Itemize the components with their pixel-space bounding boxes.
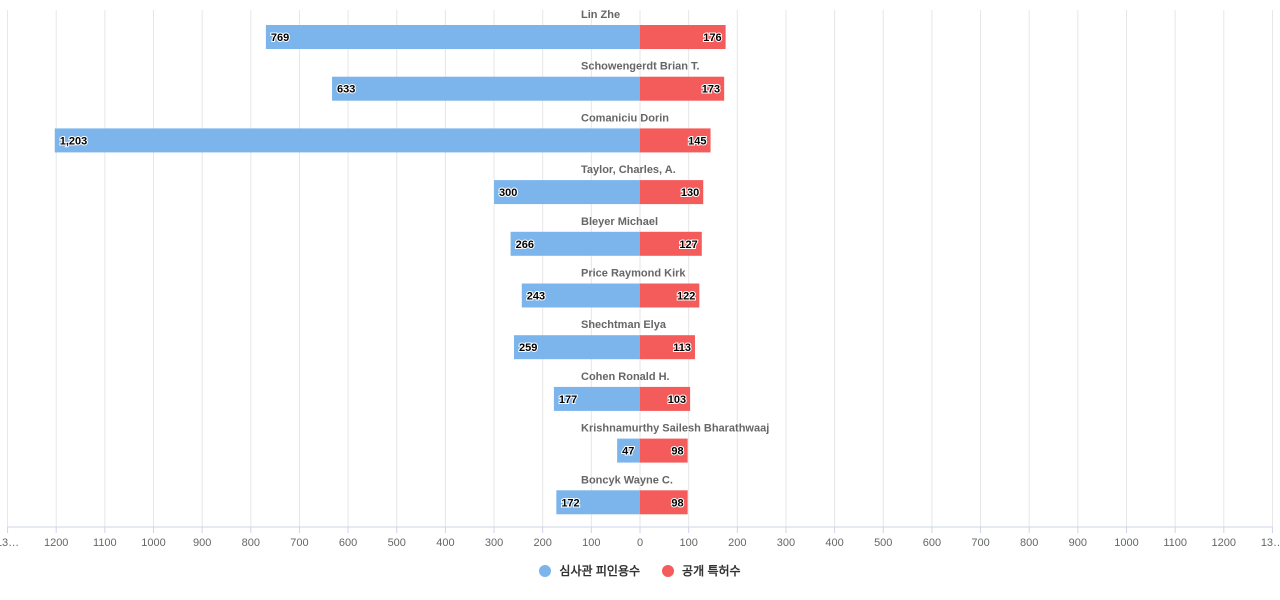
x-tick-label: 1200: [1212, 537, 1236, 549]
x-tick-label: 100: [582, 537, 600, 549]
bar-citations[interactable]: [553, 386, 640, 411]
x-tick-label: 300: [485, 537, 503, 549]
x-tick-label: 1100: [1163, 537, 1187, 549]
x-tick-label: 300: [777, 537, 795, 549]
data-label-patents: 103: [668, 394, 686, 406]
bar-citations[interactable]: [54, 128, 641, 153]
bar-patents[interactable]: [640, 386, 691, 411]
data-label-citations: 259: [519, 342, 537, 354]
legend-dot-patents: [662, 564, 675, 577]
x-tick-label: 700: [971, 537, 989, 549]
category-label: Schowengerdt Brian T.: [581, 61, 700, 73]
data-label-citations: 769: [271, 32, 289, 44]
data-label-patents: 130: [681, 187, 699, 199]
x-tick-label: 1200: [44, 537, 68, 549]
data-label-patents: 98: [671, 446, 683, 458]
legend-label-citations: 심사관 피인용수: [559, 564, 641, 578]
x-tick-label: 13…: [0, 537, 19, 549]
bar-patents[interactable]: [640, 490, 688, 515]
x-tick-label: 1100: [93, 537, 117, 549]
data-label-citations: 266: [516, 239, 534, 251]
bars: [54, 25, 726, 515]
bar-citations[interactable]: [556, 490, 640, 515]
x-tick-label: 800: [1020, 537, 1038, 549]
data-label-citations: 243: [527, 291, 545, 303]
data-label-patents: 113: [673, 342, 691, 354]
bar-citations[interactable]: [513, 335, 640, 360]
x-tick-label: 400: [825, 537, 843, 549]
data-labels: 769 176 633 173 1,203 145 300 130 266 127 243 122 25…: [59, 31, 723, 510]
x-tick-label: 100: [679, 537, 697, 549]
data-label-patents: 145: [688, 135, 706, 147]
category-label: Bleyer Michael: [581, 216, 658, 228]
x-tick-label: 1000: [141, 537, 165, 549]
bar-citations[interactable]: [510, 231, 640, 256]
category-label: Price Raymond Kirk: [581, 268, 686, 280]
x-axis: 13…1200110010009008007006005004003002001…: [0, 526, 1280, 549]
x-tick-label: 900: [193, 537, 211, 549]
category-labels: Lin Zhe Schowengerdt Brian T. Comaniciu Do…: [581, 9, 769, 486]
bar-patents[interactable]: [640, 180, 704, 205]
x-tick-label: 13…: [1261, 537, 1280, 549]
x-tick-label: 600: [339, 537, 357, 549]
data-label-patents: 127: [679, 239, 697, 251]
data-label-patents: 173: [702, 84, 720, 96]
x-tick-label: 200: [728, 537, 746, 549]
data-label-citations: 177: [559, 394, 577, 406]
data-label-citations: 47: [622, 446, 634, 458]
legend-item-citations[interactable]: 심사관 피인용수: [539, 562, 640, 579]
bar-citations[interactable]: [521, 283, 640, 308]
legend-dot-citations: [539, 564, 552, 577]
category-label: Cohen Ronald H.: [581, 371, 670, 383]
data-label-patents: 176: [703, 32, 721, 44]
data-label-citations: 633: [337, 84, 355, 96]
legend-label-patents: 공개 특허수: [682, 564, 741, 578]
diverging-bar-chart: Lin Zhe Schowengerdt Brian T. Comaniciu Do…: [0, 9, 1280, 549]
x-tick-label: 800: [242, 537, 260, 549]
x-tick-label: 900: [1069, 537, 1087, 549]
bar-patents[interactable]: [640, 283, 700, 308]
legend-item-patents[interactable]: 공개 특허수: [662, 562, 741, 579]
x-tick-label: 600: [923, 537, 941, 549]
category-label: Boncyk Wayne C.: [581, 474, 673, 486]
bar-patents[interactable]: [640, 231, 702, 256]
bar-patents[interactable]: [640, 128, 711, 153]
x-tick-label: 1000: [1114, 537, 1138, 549]
x-tick-label: 0: [637, 537, 643, 549]
data-label-patents: 122: [677, 291, 695, 303]
bar-patents[interactable]: [640, 335, 695, 360]
bar-citations[interactable]: [332, 76, 640, 101]
category-label: Taylor, Charles, A.: [581, 164, 676, 176]
data-label-citations: 1,203: [60, 135, 88, 147]
data-label-citations: 300: [499, 187, 517, 199]
data-label-patents: 98: [671, 497, 683, 509]
x-tick-label: 500: [388, 537, 406, 549]
legend: 심사관 피인용수 공개 특허수: [0, 562, 1280, 579]
x-tick-label: 500: [874, 537, 892, 549]
category-label: Krishnamurthy Sailesh Bharathwaaj: [581, 423, 769, 435]
bar-citations[interactable]: [494, 180, 640, 205]
x-tick-label: 200: [534, 537, 552, 549]
data-label-citations: 172: [561, 497, 579, 509]
category-label: Lin Zhe: [581, 9, 620, 21]
bar-citations[interactable]: [617, 438, 640, 463]
category-label: Comaniciu Dorin: [581, 112, 669, 124]
x-tick-label: 400: [436, 537, 454, 549]
bar-patents[interactable]: [640, 25, 726, 49]
bar-citations[interactable]: [265, 25, 640, 49]
bar-patents[interactable]: [640, 76, 725, 101]
x-tick-label: 700: [290, 537, 308, 549]
category-label: Shechtman Elya: [581, 319, 667, 331]
bar-patents[interactable]: [640, 438, 688, 463]
